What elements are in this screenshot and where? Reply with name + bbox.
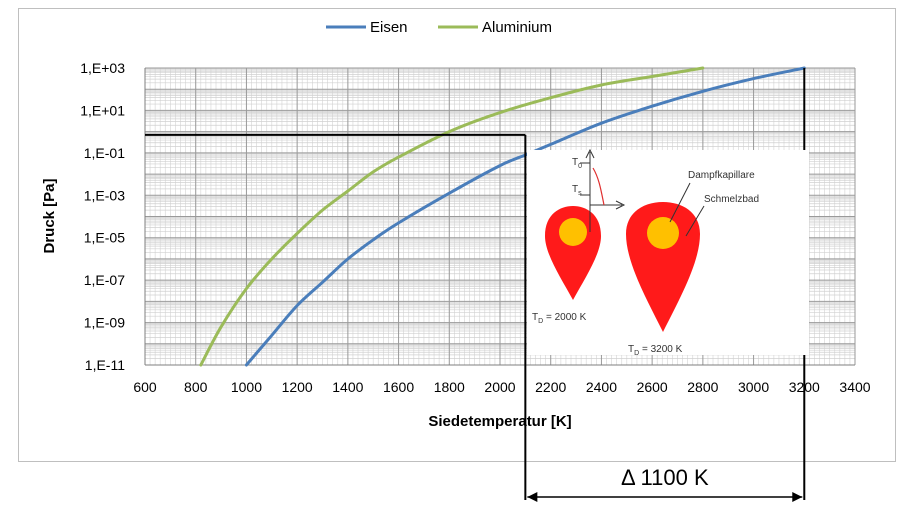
melt-pool-large bbox=[626, 202, 700, 332]
series-line-eisen bbox=[244, 66, 806, 367]
y-tick-label: 1,E-11 bbox=[85, 357, 125, 373]
y-tick-label: 1,E+01 bbox=[80, 102, 125, 118]
x-tick-label: 1000 bbox=[231, 379, 262, 395]
delta-annotation: Δ 1100 K bbox=[621, 465, 709, 490]
inset-axis-label-mid: Ts bbox=[572, 184, 582, 197]
x-tick-label: 2000 bbox=[484, 379, 515, 395]
inset-diagram: T0 Ts Dampfkapillare Schmelzbad TD = 2000 K T… bbox=[527, 148, 809, 357]
capillary-large bbox=[647, 217, 679, 249]
inset-axis-arrow-right bbox=[615, 200, 626, 210]
pointer-meltpool bbox=[685, 205, 705, 237]
label-capillary: Dampfkapillare bbox=[688, 170, 755, 181]
x-tick-labels: 600 800 1000 1200 1400 1600 1800 2000 2200 2400 26… bbox=[133, 379, 870, 395]
legend-label-aluminium: Aluminium bbox=[482, 19, 552, 36]
label-small-pool: TD = 2000 K bbox=[532, 312, 587, 325]
y-tick-label: 1,E+03 bbox=[80, 60, 125, 76]
x-tick-label: 1400 bbox=[332, 379, 363, 395]
delta-arrowhead-left bbox=[527, 492, 538, 502]
y-tick-label: 1,E-09 bbox=[84, 315, 125, 331]
inset-temperature-curve bbox=[592, 167, 605, 206]
legend: Eisen Aluminium bbox=[326, 19, 552, 36]
x-tick-label: 3000 bbox=[738, 379, 769, 395]
y-tick-label: 1,E-03 bbox=[84, 187, 125, 203]
x-tick-label: 2200 bbox=[535, 379, 566, 395]
y-tick-label: 1,E-07 bbox=[84, 272, 125, 288]
y-tick-label: 1,E-01 bbox=[84, 145, 125, 161]
delta-arrowhead-right bbox=[792, 492, 803, 502]
label-meltpool: Schmelzbad bbox=[704, 194, 759, 205]
y-tick-label: 1,E-05 bbox=[84, 230, 125, 246]
x-tick-label: 1200 bbox=[282, 379, 313, 395]
melt-pool-small bbox=[545, 206, 601, 300]
x-tick-label: 2600 bbox=[637, 379, 668, 395]
label-large-pool: TD = 3200 K bbox=[628, 344, 683, 357]
x-tick-label: 800 bbox=[184, 379, 208, 395]
pointer-capillary bbox=[669, 182, 691, 223]
x-tick-label: 3200 bbox=[789, 379, 820, 395]
x-tick-label: 2800 bbox=[687, 379, 718, 395]
curves bbox=[199, 66, 806, 367]
y-tick-labels: 1,E-11 1,E-09 1,E-07 1,E-05 1,E-03 1,E-01 1,E+… bbox=[80, 60, 125, 373]
x-tick-label: 2400 bbox=[586, 379, 617, 395]
x-tick-label: 1800 bbox=[434, 379, 465, 395]
series-line-aluminium bbox=[199, 66, 705, 367]
inset-axis-label-top: T0 bbox=[572, 157, 582, 170]
delta-label: Δ 1100 K bbox=[621, 465, 709, 490]
capillary-small bbox=[559, 218, 587, 246]
legend-label-eisen: Eisen bbox=[370, 19, 408, 36]
x-tick-label: 3400 bbox=[839, 379, 870, 395]
inset-axis-arrow-up bbox=[585, 148, 595, 159]
x-tick-label: 600 bbox=[133, 379, 157, 395]
x-axis-title: Siedetemperatur [K] bbox=[428, 413, 571, 430]
y-axis-title: Druck [Pa] bbox=[41, 178, 58, 253]
x-tick-label: 1600 bbox=[383, 379, 414, 395]
